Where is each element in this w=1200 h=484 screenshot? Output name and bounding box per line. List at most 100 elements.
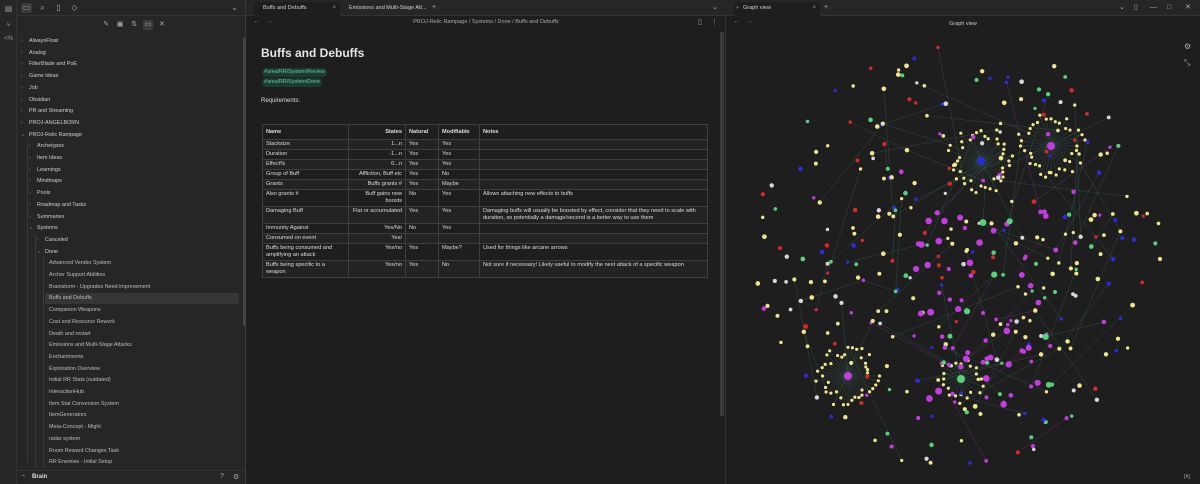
graph-node[interactable] [851,84,855,88]
graph-node[interactable] [805,344,810,349]
graph-node[interactable] [1038,352,1044,357]
new-folder-icon[interactable]: ▣ [116,21,124,28]
graph-node[interactable] [980,69,985,74]
graph-node[interactable] [840,355,844,359]
graph-node[interactable] [1074,271,1079,276]
table-cell[interactable]: Yes [405,159,439,170]
graph-node[interactable] [823,279,827,284]
graph-node[interactable] [939,334,945,339]
table-cell[interactable] [479,169,708,180]
graph-node[interactable] [1019,97,1024,102]
table-cell[interactable] [479,223,708,234]
graph-node[interactable] [1110,212,1115,216]
graph-node[interactable] [839,300,844,305]
graph-node[interactable] [865,371,870,375]
graph-node[interactable] [992,177,996,181]
file-item[interactable]: Initial RR Stats (outdated) [45,375,239,386]
graph-node[interactable] [1027,282,1034,289]
graph-node[interactable] [1005,322,1010,327]
graph-node[interactable] [1085,140,1090,145]
graph-node[interactable] [769,183,774,188]
graph-node[interactable] [884,364,889,369]
graph-node[interactable] [1153,241,1158,246]
graph-node[interactable] [1018,144,1023,148]
graph-node[interactable] [1010,199,1014,204]
graph-node[interactable] [1006,75,1010,79]
graph-node[interactable] [962,182,967,186]
table-cell[interactable] [405,233,439,244]
graph-node[interactable] [999,179,1003,183]
graph-node[interactable] [1013,329,1018,334]
graph-node[interactable] [876,208,882,213]
graph-node[interactable] [890,335,895,339]
graph-node[interactable] [1105,151,1109,155]
graph-node[interactable] [1068,346,1073,351]
table-cell[interactable]: Not sure if necessary! Likely useful to … [479,260,708,278]
animate-graph-icon[interactable]: ⤡ [1184,58,1191,67]
table-cell[interactable]: No [438,169,480,180]
editor-scrollbar[interactable] [720,32,724,416]
graph-node[interactable] [976,239,983,246]
graph-node[interactable] [979,128,983,133]
graph-node[interactable] [1074,148,1079,153]
graph-node[interactable] [1064,126,1068,131]
graph-node[interactable] [953,400,957,404]
graph-node[interactable] [825,331,830,335]
graph-node[interactable] [1056,128,1060,133]
graph-node[interactable] [867,352,872,357]
chevron-down-icon[interactable]: ⌄ [231,3,238,12]
graph-node[interactable] [1062,214,1068,220]
table-cell[interactable]: No [405,189,439,207]
graph-node[interactable] [898,169,904,175]
chevron-right-icon[interactable]: › [29,143,31,150]
graph-node[interactable] [889,175,894,180]
settings-gear-icon[interactable]: ⚙ [233,474,240,481]
graph-node[interactable] [963,308,971,315]
graph-node[interactable] [925,243,929,247]
graph-node[interactable] [995,128,999,132]
table-cell[interactable]: Buffs being specific to a weapon [262,260,349,278]
graph-node[interactable] [904,147,910,153]
graph-node[interactable] [969,390,973,394]
graph-node[interactable] [962,176,966,180]
graph-node[interactable] [1098,213,1102,217]
graph-node[interactable] [979,377,983,381]
graph-node[interactable] [1125,194,1129,199]
graph-node[interactable] [974,190,978,195]
graph-node[interactable] [1049,117,1053,121]
graph-node[interactable] [936,254,941,259]
graph-node[interactable] [1015,450,1020,455]
graph-node[interactable] [1044,390,1049,394]
graph-node[interactable] [970,188,974,192]
graph-node[interactable] [955,159,960,163]
chevron-right-icon[interactable]: › [29,155,31,161]
graph-node[interactable] [1029,359,1034,364]
graph-node[interactable] [1076,128,1081,132]
file-item[interactable]: Cost and Resource Rework [45,317,239,328]
graph-node[interactable] [1057,167,1061,171]
graph-node[interactable] [779,340,783,345]
graph-node[interactable] [978,391,982,395]
graph-node[interactable] [833,88,837,93]
table-cell[interactable]: Yes [438,189,480,207]
new-note-icon[interactable]: ✎ [103,21,109,28]
graph-node[interactable] [949,227,953,231]
graph-node[interactable] [1025,344,1032,351]
graph-settings-gear-icon[interactable]: ⚙ [1184,42,1192,51]
graph-node[interactable] [1131,237,1137,242]
graph-node[interactable] [1030,155,1034,159]
folder-item[interactable]: › Pools [29,188,239,199]
graph-node[interactable] [1050,271,1055,277]
graph-node[interactable] [961,146,965,150]
graph-node[interactable] [1098,152,1103,157]
graph-node[interactable] [925,217,932,225]
graph-node[interactable] [824,390,828,394]
graph-node[interactable] [998,121,1003,126]
file-item[interactable]: Companion Weapons [45,305,239,316]
graph-node[interactable] [874,124,880,129]
graph-node[interactable] [1073,103,1077,107]
graph-node[interactable] [814,395,820,400]
graph-node[interactable] [900,458,904,463]
graph-node[interactable] [1157,256,1163,262]
graph-node[interactable] [808,279,814,285]
